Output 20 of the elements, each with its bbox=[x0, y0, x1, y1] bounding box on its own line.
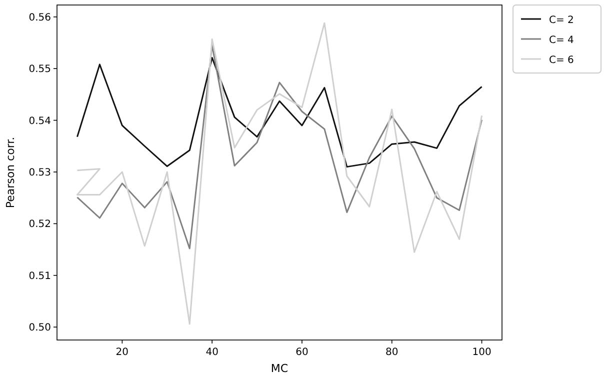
y-tick-label: 0.56 bbox=[28, 12, 51, 24]
y-axis-title: Pearson corr. bbox=[4, 136, 17, 208]
y-tick-label: 0.55 bbox=[28, 64, 51, 76]
y-tick-label: 0.50 bbox=[28, 322, 51, 334]
x-axis-title: MC bbox=[270, 362, 288, 375]
legend-label: C= 4 bbox=[549, 35, 574, 46]
y-tick-label: 0.54 bbox=[28, 116, 51, 127]
x-tick-label: 100 bbox=[472, 347, 492, 358]
line-series bbox=[76, 22, 483, 325]
legend-label: C= 6 bbox=[549, 55, 574, 66]
x-tick-label: 80 bbox=[386, 347, 398, 358]
x-tick-label: 20 bbox=[116, 347, 129, 358]
y-tick-label: 0.53 bbox=[28, 167, 51, 178]
x-tick-label: 40 bbox=[206, 347, 218, 358]
y-tick-label: 0.51 bbox=[28, 270, 51, 282]
line-series bbox=[76, 44, 483, 250]
x-tick-label: 60 bbox=[296, 347, 308, 358]
y-tick-label: 0.52 bbox=[28, 219, 51, 230]
legend-label: C= 2 bbox=[549, 15, 574, 26]
line-series bbox=[76, 56, 483, 168]
